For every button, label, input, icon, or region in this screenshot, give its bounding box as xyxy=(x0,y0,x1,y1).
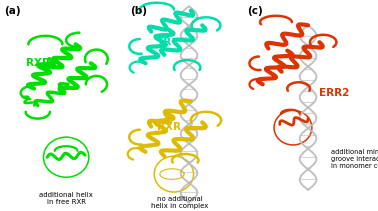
Text: additional helix
in free RXR: additional helix in free RXR xyxy=(39,192,93,205)
Text: RXR: RXR xyxy=(157,122,181,132)
Text: no additional
helix in complex: no additional helix in complex xyxy=(151,196,208,209)
Text: RXR: RXR xyxy=(26,58,50,68)
Text: (c): (c) xyxy=(248,6,263,16)
Text: additional minor-
groove interaction
in monomer complex: additional minor- groove interaction in … xyxy=(331,149,378,169)
Text: TR: TR xyxy=(157,37,172,47)
Text: (b): (b) xyxy=(130,6,147,16)
Text: ERR2: ERR2 xyxy=(319,88,350,98)
Text: (a): (a) xyxy=(4,6,20,16)
